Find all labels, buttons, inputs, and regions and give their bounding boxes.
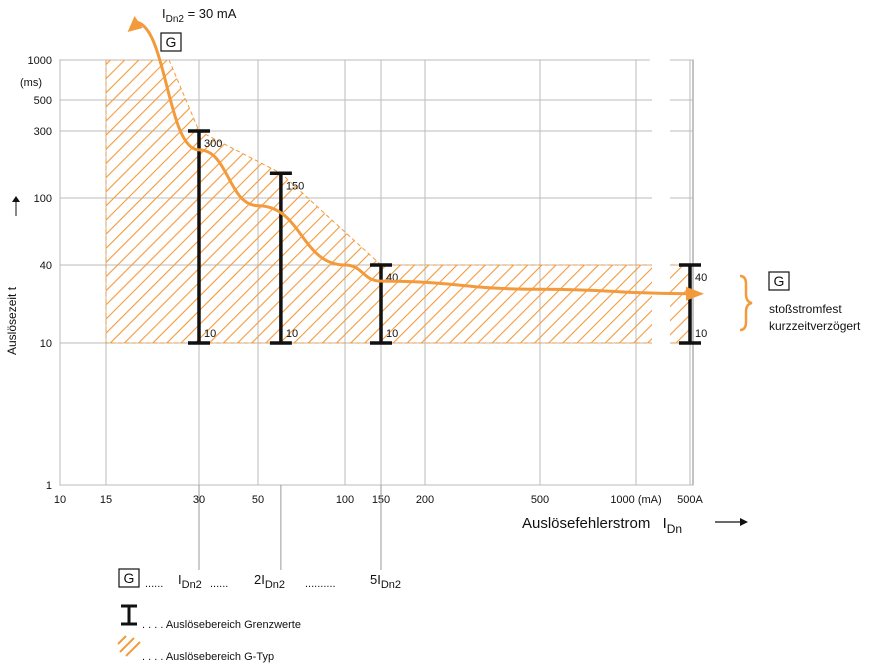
y-tick-label: 1 [46, 480, 52, 492]
chart-title: IDn2 = 30 mA [162, 6, 237, 25]
x-axis-arrowhead-icon [740, 518, 748, 526]
y-tick-label: 10 [40, 338, 52, 350]
curve-arrowhead-up-icon [127, 16, 143, 32]
g-box-top-label: G [166, 34, 177, 50]
y-tick-label: 40 [40, 260, 52, 272]
limit-bar-low-label: 10 [695, 328, 707, 340]
limit-bar-low-label: 10 [204, 328, 216, 340]
x-tick-label: 500 [531, 494, 549, 506]
limit-bar-high-label: 40 [695, 272, 707, 284]
limit-bar-low-label: 10 [386, 328, 398, 340]
y-tick-label: 500 [34, 95, 52, 107]
g-type-trip-region [105, 60, 691, 344]
g-box-right-label: G [774, 273, 785, 289]
axis-break [648, 49, 670, 476]
y-tick-label: 1000 [28, 55, 52, 67]
y-tick-label: 100 [34, 193, 52, 205]
legend-hatch-label: . . . . Auslösebereich G-Typ [142, 651, 274, 663]
trip-curve-line [134, 20, 691, 296]
y-axis-arrowhead-icon [12, 196, 20, 202]
trip-curve [127, 16, 704, 301]
multiple-3: 5IDn2 [370, 572, 401, 591]
x-tick-label: 500A [677, 494, 703, 506]
x-tick-label: 100 [336, 494, 354, 506]
g-box-right [768, 271, 790, 291]
limit-bar-high-label: 300 [204, 138, 222, 150]
annotation-line-2: kurzzeitverzögert [769, 319, 861, 333]
axis-break-band [648, 49, 670, 476]
legend-dots-2: ...... [210, 578, 228, 590]
g-box-top [160, 32, 182, 52]
legend-dots-3: .......... [305, 578, 336, 590]
multiple-1: IDn2 [178, 572, 202, 591]
y-tick-label: 300 [34, 126, 52, 138]
legend-g-box-label: G [124, 570, 135, 586]
x-tick-label: 10 [54, 494, 66, 506]
limit-bar-low-label: 10 [286, 328, 298, 340]
y-tick-labels: 1 10 40 100 300 500 1000 [28, 55, 52, 492]
curve-arrowhead-right-icon [686, 286, 704, 301]
legend-bar-label: . . . . Auslösebereich Grenzwerte [142, 619, 301, 631]
x-tick-label: 200 [416, 494, 434, 506]
x-tick-labels: 10 15 30 50 100 150 200 500 1000 (mA) 500A [54, 494, 704, 506]
x-tick-label: 50 [252, 494, 264, 506]
x-axis-label: Auslösefehlerstrom IDn [522, 515, 682, 536]
x-tick-label: 1000 (mA) [610, 494, 661, 506]
curly-brace-icon [739, 274, 753, 332]
limit-bar-high-label: 150 [286, 180, 304, 192]
multiple-guide-lines [198, 485, 382, 570]
legend-g-box [118, 568, 140, 588]
y-unit-label: (ms) [20, 77, 42, 89]
x-tick-label: 15 [100, 494, 112, 506]
y-axis-label: Auslösezeit t [5, 286, 19, 355]
legend-bar-icon [121, 604, 137, 626]
multiple-2: 2IDn2 [254, 572, 285, 591]
annotation-line-1: stoßstromfest [769, 302, 842, 316]
legend-dots-1: ...... [145, 578, 163, 590]
legend-hatch-icon [117, 635, 141, 657]
